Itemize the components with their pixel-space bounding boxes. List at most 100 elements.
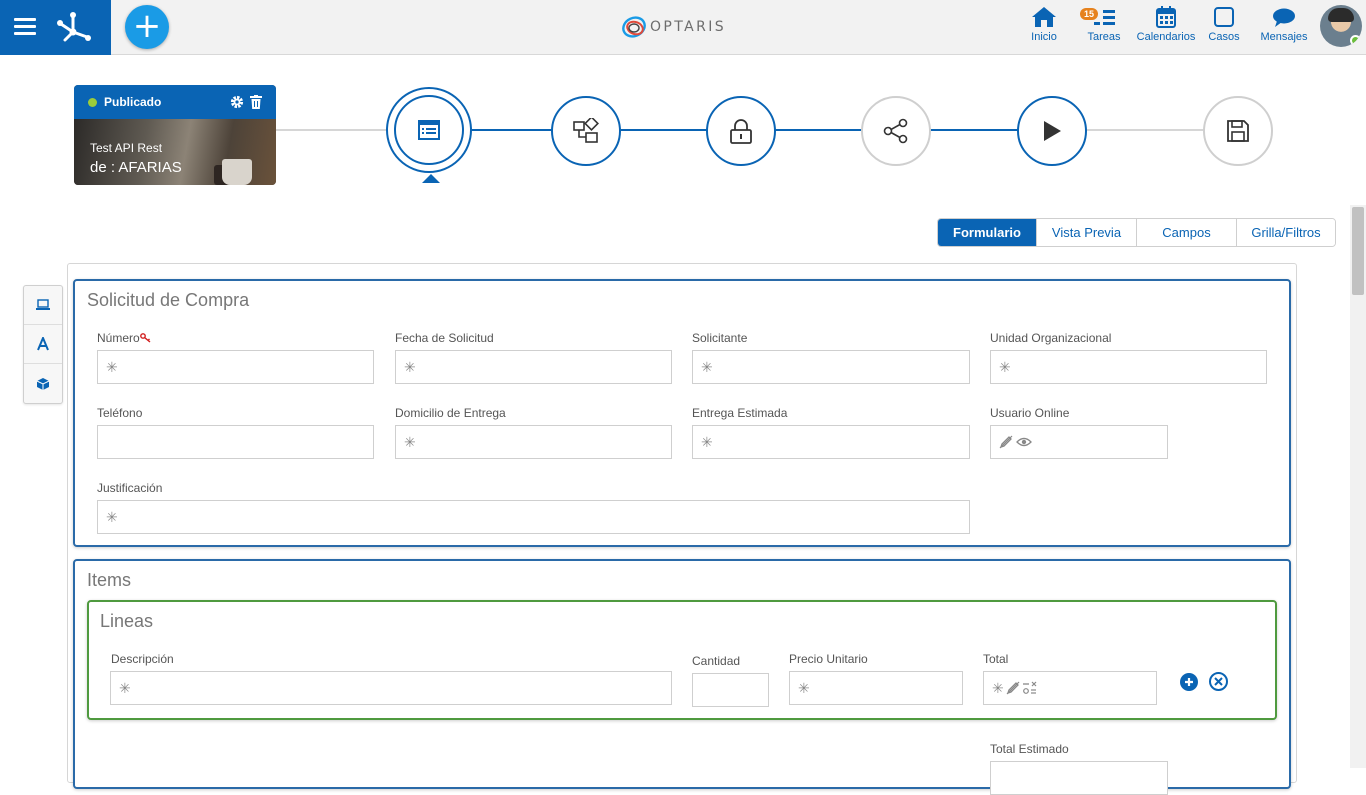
cube-icon xyxy=(36,377,50,390)
formula-icon xyxy=(1022,681,1037,694)
required-icon: ✳ xyxy=(119,679,131,696)
step-share[interactable] xyxy=(861,96,931,166)
grid-label-cantidad: Cantidad xyxy=(692,654,741,668)
field-label-entrega: Entrega Estimada xyxy=(692,406,788,420)
process-title: Test API Rest xyxy=(90,141,163,155)
required-icon: ✳ xyxy=(701,358,713,375)
grid-field-total[interactable]: ✳ xyxy=(983,671,1157,705)
stepper-line xyxy=(620,129,707,131)
remove-row-button[interactable] xyxy=(1209,672,1228,691)
field-label-text: Número xyxy=(97,331,140,345)
form-icon xyxy=(418,120,440,140)
grid-label-descripcion: Descripción xyxy=(111,652,174,666)
required-icon: ✳ xyxy=(106,358,118,375)
nav-label: Calendarios xyxy=(1136,31,1196,43)
field-solicitante[interactable]: ✳ xyxy=(692,350,970,384)
field-numero[interactable]: ✳ xyxy=(97,350,374,384)
field-telefono[interactable] xyxy=(97,425,374,459)
field-justificacion[interactable]: ✳ xyxy=(97,500,970,534)
field-label-telefono: Teléfono xyxy=(97,406,143,420)
tasks-count-badge: 15 xyxy=(1080,8,1099,20)
shapes-icon xyxy=(573,118,599,143)
laptop-icon xyxy=(36,299,50,310)
field-usuario-online[interactable] xyxy=(990,425,1168,459)
step-security[interactable] xyxy=(706,96,776,166)
required-icon: ✳ xyxy=(992,679,1004,696)
nav-calendarios[interactable]: Calendarios xyxy=(1135,6,1197,50)
grid-field-cantidad[interactable] xyxy=(692,673,769,707)
field-total-estimado[interactable] xyxy=(990,761,1168,795)
process-card[interactable]: Publicado Test API Rest de : AFARIAS xyxy=(74,85,276,185)
grid-field-descripcion[interactable]: ✳ xyxy=(110,671,672,705)
field-label-domicilio: Domicilio de Entrega xyxy=(395,406,506,420)
scrollbar-thumb[interactable] xyxy=(1352,207,1364,295)
nav-mensajes[interactable]: Mensajes xyxy=(1259,6,1309,50)
gear-icon[interactable] xyxy=(230,95,244,109)
field-domicilio-entrega[interactable]: ✳ xyxy=(395,425,672,459)
grid-title: Lineas xyxy=(100,611,154,631)
required-icon: ✳ xyxy=(701,433,713,450)
stepper-line xyxy=(471,129,552,131)
required-icon: ✳ xyxy=(404,358,416,375)
readonly-pencil-icon xyxy=(999,435,1013,449)
online-status-dot xyxy=(1350,35,1361,46)
stepper-line xyxy=(1086,129,1204,131)
eye-icon xyxy=(1016,437,1032,447)
network-logo-icon[interactable] xyxy=(56,10,92,44)
step-save[interactable] xyxy=(1203,96,1273,166)
nav-label: Tareas xyxy=(1087,31,1121,43)
user-avatar[interactable] xyxy=(1320,5,1362,47)
field-label-total-estimado: Total Estimado xyxy=(990,742,1069,756)
stepper-line xyxy=(276,129,388,131)
field-label-solicitante: Solicitante xyxy=(692,331,748,345)
tab-formulario[interactable]: Formulario xyxy=(938,219,1037,246)
toolbox-layout[interactable] xyxy=(24,286,62,325)
active-step-caret xyxy=(422,174,440,183)
field-fecha-solicitud[interactable]: ✳ xyxy=(395,350,672,384)
grid-field-precio-unitario[interactable]: ✳ xyxy=(789,671,963,705)
toolbox-component[interactable] xyxy=(24,364,62,403)
messages-icon xyxy=(1273,8,1295,27)
process-card-tools xyxy=(230,95,262,109)
field-label-fecha: Fecha de Solicitud xyxy=(395,331,494,345)
nav-inicio[interactable]: Inicio xyxy=(1024,6,1064,50)
trash-icon[interactable] xyxy=(250,95,262,109)
save-icon xyxy=(1227,120,1249,142)
tasks-icon xyxy=(1094,10,1115,25)
calendar-icon xyxy=(1156,6,1176,28)
field-label-numero: Número xyxy=(97,331,152,345)
readonly-pencil-icon xyxy=(1006,681,1020,695)
process-status: Publicado xyxy=(104,95,162,109)
nav-casos[interactable]: Casos xyxy=(1204,6,1244,50)
optaris-logo: OPTARIS xyxy=(620,12,726,42)
required-icon: ✳ xyxy=(999,358,1011,375)
page-scrollbar[interactable] xyxy=(1350,205,1366,768)
tab-vista-previa[interactable]: Vista Previa xyxy=(1037,219,1137,246)
step-shapes[interactable] xyxy=(551,96,621,166)
nav-label: Casos xyxy=(1208,31,1240,43)
required-icon: ✳ xyxy=(106,508,118,525)
image-cup xyxy=(222,159,252,185)
top-bar: + OPTARIS Inicio 15 Tareas Cal xyxy=(0,0,1366,55)
add-new-button[interactable]: + xyxy=(125,5,169,49)
process-card-image xyxy=(74,119,276,185)
tab-campos[interactable]: Campos xyxy=(1137,219,1237,246)
text-icon xyxy=(37,337,49,351)
home-icon xyxy=(1032,7,1056,27)
add-row-button[interactable] xyxy=(1180,673,1198,691)
step-form[interactable] xyxy=(386,87,472,173)
toolbox-text[interactable] xyxy=(24,325,62,364)
field-label-justificacion: Justificación xyxy=(97,481,163,495)
field-entrega-estimada[interactable]: ✳ xyxy=(692,425,970,459)
field-unidad-organizacional[interactable]: ✳ xyxy=(990,350,1267,384)
designer-tabs: Formulario Vista Previa Campos Grilla/Fi… xyxy=(937,218,1336,247)
lock-icon xyxy=(730,119,752,144)
nav-tareas[interactable]: 15 Tareas xyxy=(1080,6,1124,50)
step-run[interactable] xyxy=(1017,96,1087,166)
field-label-unidad: Unidad Organizacional xyxy=(990,331,1112,345)
required-icon: ✳ xyxy=(798,679,810,696)
tab-grilla-filtros[interactable]: Grilla/Filtros xyxy=(1237,219,1335,246)
step-form-inner xyxy=(394,95,464,165)
section-title: Solicitud de Compra xyxy=(87,290,250,310)
hamburger-menu-icon[interactable] xyxy=(14,18,36,36)
